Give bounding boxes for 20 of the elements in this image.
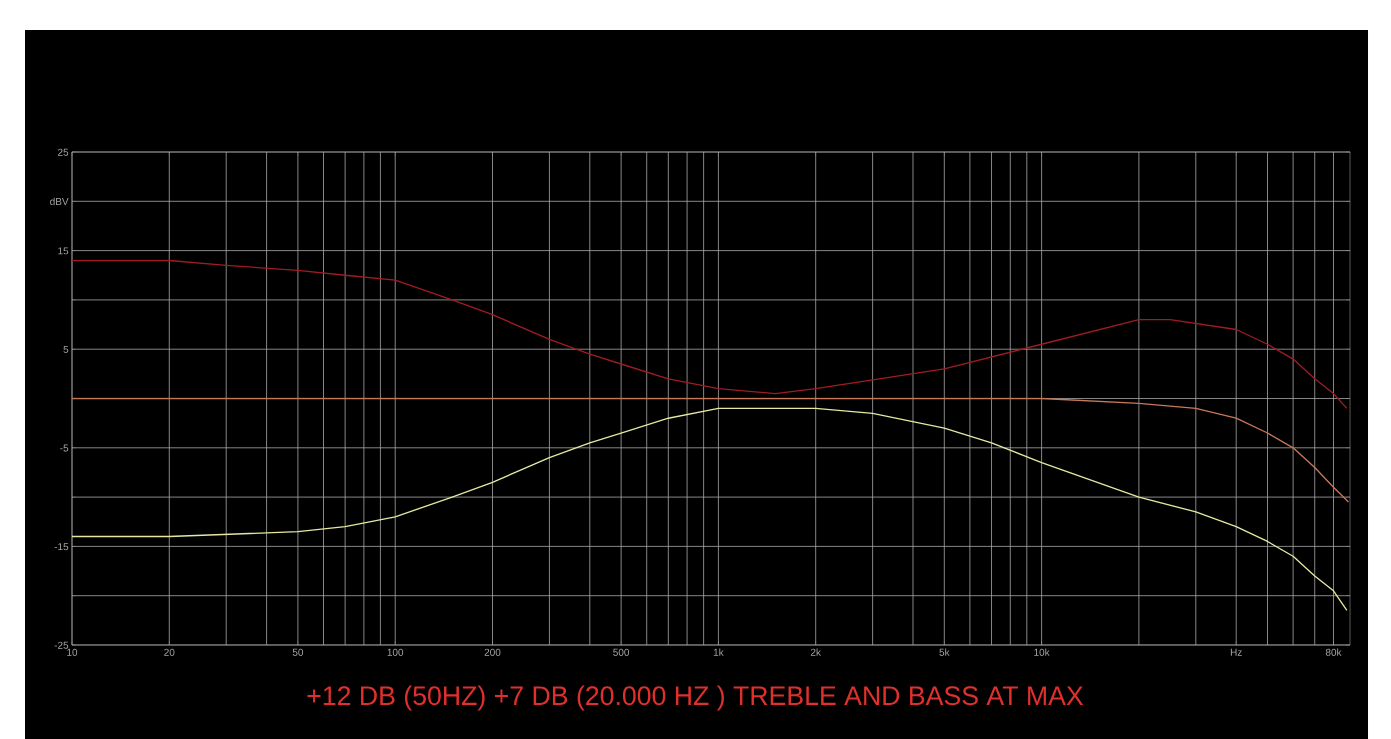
y-tick-label: -15	[54, 543, 69, 551]
x-tick-label: 10	[67, 648, 78, 656]
x-tick-label: 200	[484, 648, 501, 656]
x-tick-label: 50	[292, 648, 304, 656]
y-tick-label: -25	[54, 641, 69, 649]
y-tick-label: -5	[60, 444, 69, 452]
y-tick-label: 15	[58, 247, 69, 255]
x-tick-label: 10k	[1034, 648, 1050, 656]
y-tick-label: 25	[58, 148, 69, 156]
x-tick-label: 2k	[810, 648, 821, 656]
x-tick-label: 20	[164, 648, 175, 656]
x-tick-label: 5k	[939, 648, 950, 656]
y-tick-label: 5	[63, 345, 69, 353]
x-tick-label: 100	[387, 648, 404, 656]
x-tick-label: 80k	[1325, 648, 1342, 656]
text: +12 DB (50HZ) +7 DB (20.000 HZ ) TREBLE AND BASS AT MAX	[307, 685, 1084, 711]
x-tick-label: Hz	[1230, 648, 1242, 656]
x-tick-label: 1k	[713, 648, 724, 656]
y-tick-label: dBV	[50, 197, 69, 206]
x-tick-label: 500	[613, 648, 630, 656]
